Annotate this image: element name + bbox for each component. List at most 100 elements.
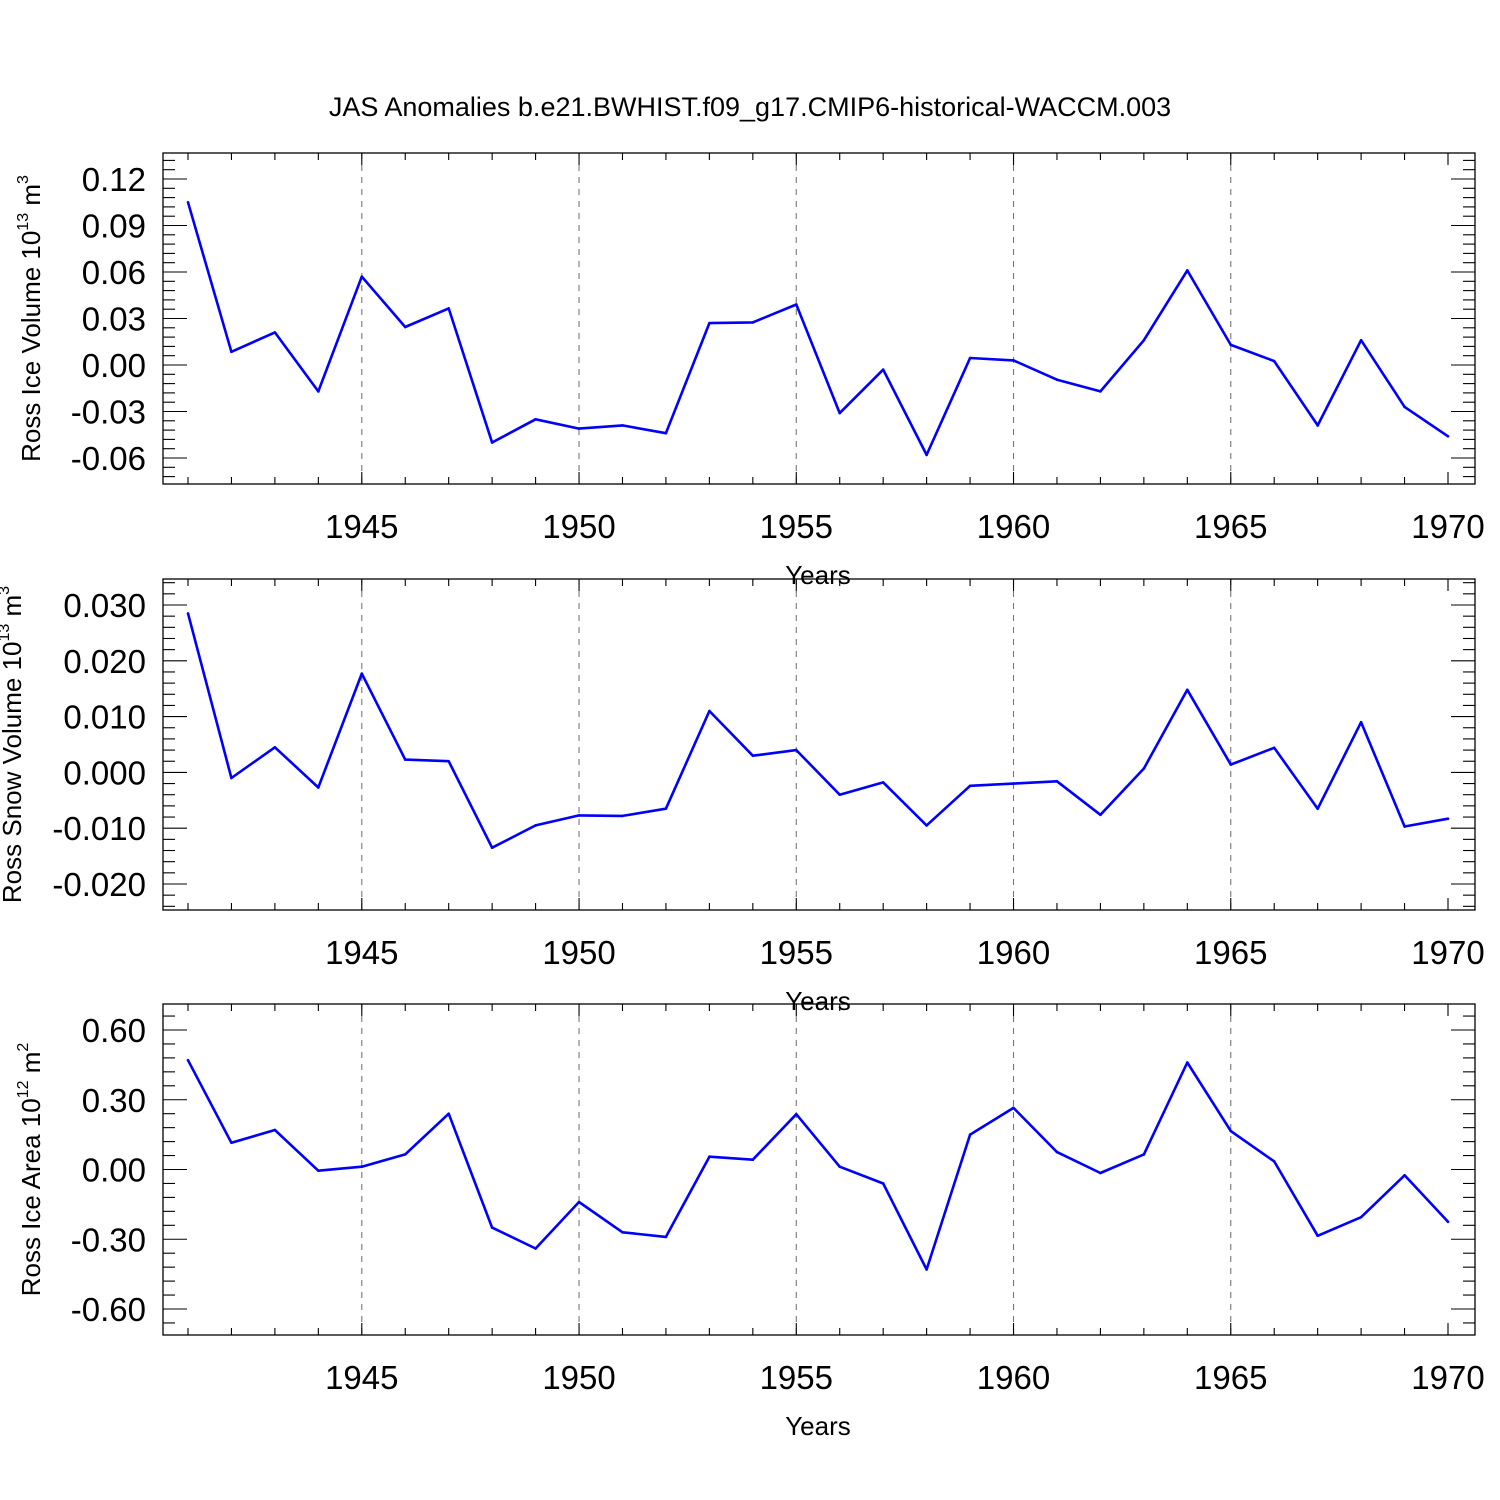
x-tick-label: 1965: [1194, 508, 1267, 545]
data-point: [273, 745, 277, 749]
y-tick-label: 0.60: [82, 1012, 146, 1049]
data-point: [838, 1165, 842, 1169]
data-point: [1316, 807, 1319, 810]
data-point: [490, 846, 494, 850]
data-point: [186, 200, 190, 204]
y-tick-label: -0.06: [71, 440, 146, 477]
data-point: [1446, 435, 1450, 438]
data-point: [1099, 813, 1102, 817]
data-point: [1012, 782, 1015, 785]
x-tick-label: 1950: [542, 1359, 615, 1396]
x-tick-label: 1970: [1411, 508, 1484, 545]
data-point: [490, 441, 494, 444]
data-point: [621, 814, 624, 818]
x-tick-label: 1955: [760, 1359, 833, 1396]
data-point: [1142, 1153, 1146, 1156]
data-point: [664, 1235, 668, 1239]
data-point: [1446, 817, 1450, 821]
data-point: [1186, 1061, 1189, 1064]
x-tick-label: 1950: [542, 508, 615, 545]
panel-3: -0.60 -0.30 0.00 0.30 0.60 1945 1950 1955 1960 19…: [15, 1003, 1485, 1441]
y-tick-label: 0.00: [82, 1152, 146, 1189]
data-point: [1142, 338, 1146, 342]
data-point: [490, 1226, 494, 1229]
y-axis-label: Ross Snow Volume 1013 m3: [0, 586, 27, 903]
data-point: [1403, 825, 1406, 828]
x-tick-label: 1960: [977, 934, 1050, 971]
data-point: [1099, 390, 1102, 393]
data-point: [1316, 424, 1319, 427]
x-axis-label: Years: [785, 560, 851, 590]
data-point: [447, 1112, 450, 1115]
data-point: [1142, 767, 1146, 770]
y-axis-label: Ross Ice Area 1012 m2: [15, 1043, 46, 1297]
x-tick-label: 1945: [325, 934, 398, 971]
data-point: [1403, 1174, 1406, 1177]
y-tick-label: -0.30: [71, 1221, 146, 1258]
data-point: [1272, 359, 1276, 363]
data-point: [1229, 763, 1233, 766]
data-point: [403, 325, 407, 329]
data-point: [751, 754, 755, 757]
x-tick-label: 1955: [760, 508, 833, 545]
data-point: [534, 824, 537, 827]
data-point: [794, 303, 798, 306]
data-point: [230, 350, 233, 354]
data-point: [1359, 1215, 1363, 1219]
data-point: [1099, 1171, 1102, 1175]
data-point: [403, 1153, 407, 1156]
y-tick-label: -0.020: [52, 866, 146, 903]
data-point: [708, 709, 711, 713]
x-tick-label: 1965: [1194, 1359, 1267, 1396]
x-tick-label: 1955: [760, 934, 833, 971]
y-tick-label: 0.030: [63, 587, 146, 624]
series-line: [186, 613, 1449, 850]
data-point: [577, 1200, 581, 1204]
y-tick-label: 0.30: [82, 1082, 146, 1119]
data-point: [186, 612, 190, 615]
data-point: [1186, 688, 1189, 692]
data-point: [403, 758, 407, 761]
data-point: [751, 321, 755, 324]
data-point: [1055, 1150, 1059, 1154]
data-point: [968, 784, 972, 788]
data-point: [838, 793, 842, 797]
data-point: [1272, 746, 1276, 750]
data-point: [925, 824, 928, 827]
data-point: [708, 1155, 711, 1159]
data-point: [664, 807, 668, 810]
y-tick-label: 0.000: [63, 754, 146, 791]
x-tick-label: 1970: [1411, 934, 1484, 971]
data-point: [1012, 1106, 1015, 1110]
data-point: [1359, 338, 1363, 342]
x-tick-label: 1970: [1411, 1359, 1484, 1396]
data-point: [447, 759, 450, 763]
data-point: [360, 275, 364, 278]
data-point: [317, 390, 320, 393]
data-point: [1272, 1160, 1276, 1163]
series-line: [186, 1059, 1449, 1271]
data-point: [1316, 1234, 1319, 1238]
plot-frame: [162, 578, 1476, 911]
y-tick-label: 0.09: [82, 208, 146, 245]
data-point: [1055, 780, 1059, 783]
data-point: [447, 307, 450, 310]
x-tick-label: 1950: [542, 934, 615, 971]
data-point: [577, 427, 581, 430]
data-point: [273, 331, 277, 334]
data-point: [1229, 1129, 1233, 1133]
data-point: [360, 672, 364, 675]
y-axis-label: Ross Ice Volume 1013 m3: [15, 175, 46, 462]
data-point: [881, 1182, 885, 1185]
data-point: [230, 776, 233, 780]
data-point: [230, 1141, 233, 1145]
data-point: [186, 1058, 190, 1062]
data-point: [1055, 378, 1059, 382]
data-point: [968, 356, 972, 360]
data-point: [317, 1169, 320, 1172]
y-tick-label: -0.010: [52, 810, 146, 847]
data-point: [360, 1165, 364, 1169]
x-tick-label: 1960: [977, 1359, 1050, 1396]
figure-title: JAS Anomalies b.e21.BWHIST.f09_g17.CMIP6…: [329, 92, 1171, 122]
y-tick-label: 0.010: [63, 699, 146, 736]
